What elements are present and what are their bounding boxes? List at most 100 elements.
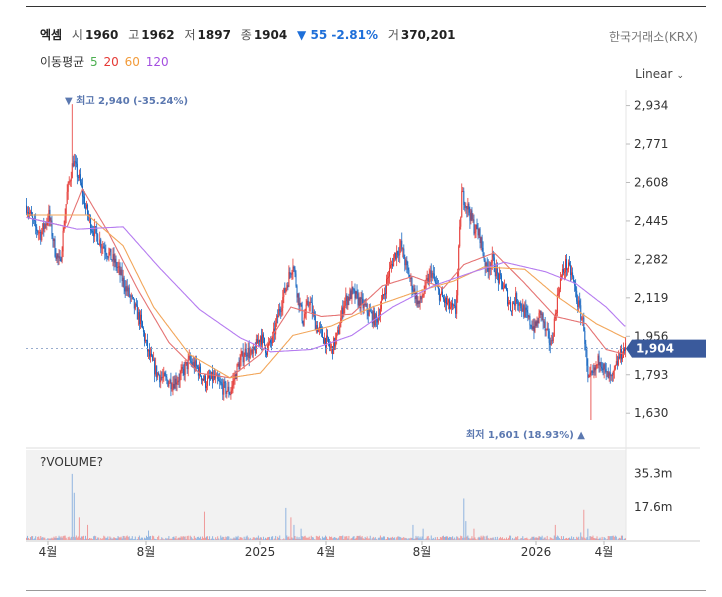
- candle-body: [164, 372, 166, 376]
- candle-body: [461, 191, 463, 218]
- volume-bar: [80, 536, 82, 540]
- candle-body: [93, 232, 95, 237]
- candle-body: [468, 203, 470, 213]
- volume-bar: [378, 537, 380, 540]
- candle-body: [287, 285, 289, 287]
- ma-60[interactable]: 60: [124, 55, 140, 69]
- volume-bar: [607, 535, 609, 540]
- volume-bar: [591, 537, 593, 540]
- volume-bar: [213, 538, 215, 540]
- volume-bar: [402, 537, 404, 540]
- volume-bar: [186, 536, 188, 540]
- open-label: 시: [71, 28, 83, 42]
- candle-body: [559, 278, 561, 290]
- ma-5[interactable]: 5: [90, 55, 98, 69]
- volume-bar: [103, 535, 105, 540]
- candle-body: [557, 293, 559, 295]
- candle-body: [276, 315, 278, 323]
- volume-bar: [249, 537, 251, 540]
- candle-body: [82, 196, 84, 198]
- candle-body: [623, 348, 625, 351]
- ma-20[interactable]: 20: [103, 55, 119, 69]
- volume-bar: [87, 524, 89, 540]
- volume-bar: [401, 538, 403, 540]
- candle-body: [163, 372, 165, 377]
- scale-selector[interactable]: Linear ⌄: [635, 67, 684, 81]
- price-tick-label: 2,445: [634, 214, 668, 228]
- volume-bar: [533, 536, 535, 540]
- volume-bar: [403, 536, 405, 540]
- candle-body: [143, 331, 145, 342]
- candle-body: [450, 307, 452, 309]
- volume-bar: [241, 537, 243, 540]
- candle-body: [512, 302, 514, 311]
- candle-body: [142, 328, 144, 332]
- volume-bar: [622, 539, 624, 540]
- volume-bar: [377, 537, 379, 540]
- candle-body: [584, 330, 586, 345]
- candle-body: [394, 252, 396, 258]
- volume-bar: [328, 539, 330, 540]
- candle-body: [170, 379, 172, 390]
- volume-bar: [64, 535, 66, 540]
- candle-body: [131, 295, 133, 297]
- volume-bar: [568, 537, 570, 540]
- candle-body: [432, 273, 434, 275]
- volume-bar: [146, 535, 148, 540]
- candle-body: [596, 364, 598, 366]
- candle-body: [154, 359, 156, 375]
- candle-body: [245, 348, 247, 355]
- volume-bar: [210, 539, 212, 540]
- candle-body: [32, 215, 34, 219]
- volume-bar: [520, 538, 522, 540]
- candle-body: [171, 388, 173, 390]
- volume-bar: [63, 535, 65, 540]
- volume-bar: [329, 536, 331, 540]
- candle-body: [26, 205, 28, 213]
- volume-bar: [371, 538, 373, 540]
- volume-bar: [464, 537, 466, 540]
- candle-body: [519, 302, 521, 306]
- candle-body: [484, 260, 486, 269]
- candle-body: [352, 286, 354, 290]
- volume-bar: [478, 536, 480, 540]
- candle-body: [618, 356, 620, 359]
- candle-body: [128, 287, 130, 297]
- volume-bar: [465, 521, 467, 540]
- volume-bar: [340, 536, 342, 540]
- volume-bar: [379, 535, 381, 540]
- volume-bar: [518, 539, 520, 540]
- volume-bar: [517, 536, 519, 540]
- candle-body: [388, 276, 390, 278]
- volume-bar: [89, 538, 91, 540]
- candle-body: [615, 361, 617, 366]
- volume-bar: [75, 535, 77, 540]
- volume-bar: [182, 536, 184, 540]
- volume-bar: [599, 537, 601, 540]
- candle-body: [303, 317, 305, 326]
- volume-bar: [421, 536, 423, 540]
- candle-body: [90, 216, 92, 231]
- candle-body: [262, 334, 264, 338]
- ma-120[interactable]: 120: [145, 55, 169, 69]
- quote-header: 엑셈 시 1960 고 1962 저 1897 종 1904 ▼ 55 -2.81% 거…: [40, 26, 462, 43]
- candle-body: [456, 295, 458, 314]
- candle-body: [283, 288, 285, 297]
- volume-bar: [149, 536, 151, 540]
- candle-body: [426, 277, 428, 281]
- volume-bar: [624, 538, 626, 540]
- candle-body: [255, 338, 257, 354]
- candle-body: [572, 272, 574, 277]
- candle-body: [440, 291, 442, 294]
- volume-bar: [181, 537, 183, 540]
- volume-bar: [623, 538, 625, 540]
- volume-bar: [368, 538, 370, 540]
- candle-body: [355, 291, 357, 299]
- volume-bar: [430, 535, 432, 540]
- candle-body: [438, 289, 440, 301]
- candle-body: [501, 281, 503, 289]
- volume-bar: [332, 538, 334, 540]
- candle-body: [424, 281, 426, 292]
- volume-bar: [59, 537, 61, 540]
